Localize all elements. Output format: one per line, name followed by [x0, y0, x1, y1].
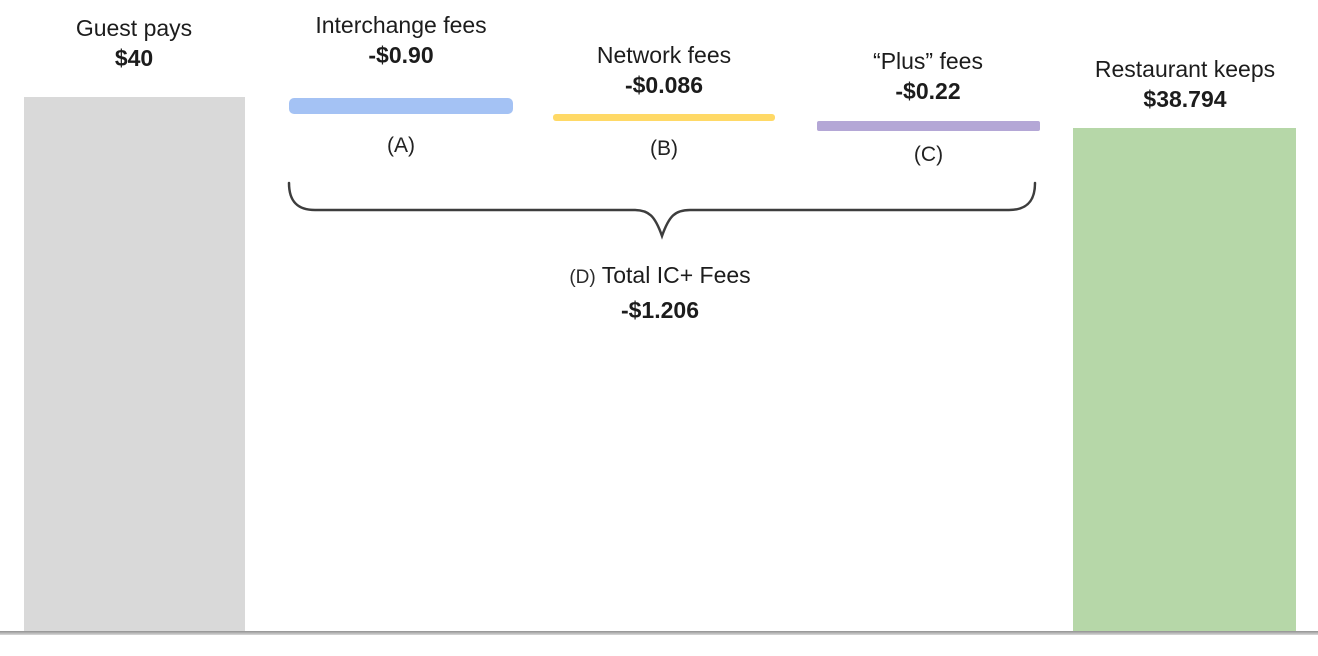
value-label: -$0.22	[895, 78, 961, 104]
category-label: Interchange fees	[315, 12, 487, 38]
total-label-text: Total IC+ Fees	[601, 262, 751, 288]
bar-interchange-fees	[289, 98, 513, 114]
total-value: -$1.206	[620, 297, 699, 323]
total-ic-plus-fees-annotation: (D) Total IC+ Fees -$1.206	[440, 259, 880, 326]
category-label: “Plus” fees	[873, 48, 983, 74]
value-label: -$0.90	[368, 42, 434, 68]
label-guest-pays: Guest pays $40	[14, 13, 254, 73]
total-label-line: (D) Total IC+ Fees	[440, 259, 880, 294]
category-label: Restaurant keeps	[1094, 56, 1276, 82]
bar-plus-fees	[817, 121, 1040, 131]
value-label: $38.794	[1143, 86, 1227, 112]
category-label: Network fees	[596, 42, 732, 68]
bar-guest-pays	[24, 97, 245, 632]
brace-icon	[287, 181, 1037, 240]
marker-c: (C)	[913, 143, 944, 166]
label-interchange-fees: Interchange fees -$0.90	[281, 10, 521, 70]
bar-network-fees	[553, 114, 775, 121]
label-plus-fees: “Plus” fees -$0.22	[808, 46, 1048, 106]
bar-restaurant-keeps	[1073, 128, 1296, 632]
label-network-fees: Network fees -$0.086	[544, 40, 784, 100]
marker-b: (B)	[650, 137, 678, 160]
marker-a: (A)	[387, 134, 415, 157]
marker-d: (D)	[569, 267, 596, 288]
category-label: Guest pays	[75, 15, 193, 41]
label-restaurant-keeps: Restaurant keeps $38.794	[1055, 54, 1315, 114]
axis-baseline	[0, 631, 1318, 635]
value-label: $40	[114, 45, 154, 71]
value-label: -$0.086	[624, 72, 703, 98]
